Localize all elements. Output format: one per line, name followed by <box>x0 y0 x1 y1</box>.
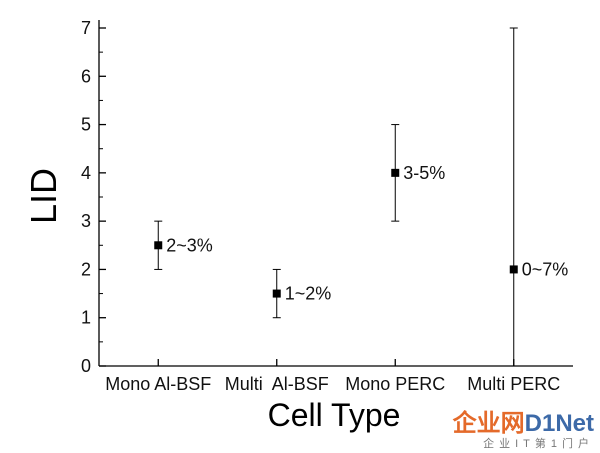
data-point-label: 0~7% <box>522 259 569 279</box>
x-axis-ticks: Mono Al-BSF Multi Al-BSF Mono PERC Multi PE… <box>105 359 560 394</box>
x-tick-label: Mono PERC <box>345 374 445 394</box>
data-point-marker <box>391 168 400 177</box>
data-point-label: 2~3% <box>166 235 213 255</box>
watermark-main-a: 企业网 <box>452 410 525 437</box>
watermark-main-b: D1Net <box>524 410 594 437</box>
watermark: 企业网D1Net 企业IT第1门户 <box>453 403 594 451</box>
y-tick-label: 7 <box>81 18 91 38</box>
y-tick-label: 0 <box>81 356 91 376</box>
data-point-label: 1~2% <box>285 284 332 304</box>
y-axis-ticks: 0 1 2 3 4 5 6 7 <box>81 18 106 376</box>
y-axis-title: LID <box>23 168 64 224</box>
y-tick-label: 6 <box>81 66 91 86</box>
x-tick-label: Multi Al-BSF <box>225 374 329 394</box>
data-point-label: 3-5% <box>403 163 445 183</box>
watermark-subtitle: 企业IT第1门户 <box>483 438 594 450</box>
data-point-marker <box>154 241 163 250</box>
y-tick-label: 5 <box>81 115 91 135</box>
y-tick-label: 3 <box>81 211 91 231</box>
data-point-marker <box>509 265 518 274</box>
x-tick-label: Mono Al-BSF <box>105 374 211 394</box>
chart-axes <box>98 20 573 367</box>
y-tick-label: 1 <box>81 308 91 328</box>
x-axis-title: Cell Type <box>268 397 401 433</box>
y-tick-label: 4 <box>81 163 91 183</box>
x-tick-label: Multi PERC <box>467 374 560 394</box>
y-tick-label: 2 <box>81 259 91 279</box>
data-point-marker <box>272 289 281 298</box>
data-points: 2~3% 1~2% 3-5% 0~7% <box>154 27 569 367</box>
watermark-logo: 企业网D1Net <box>453 403 594 438</box>
